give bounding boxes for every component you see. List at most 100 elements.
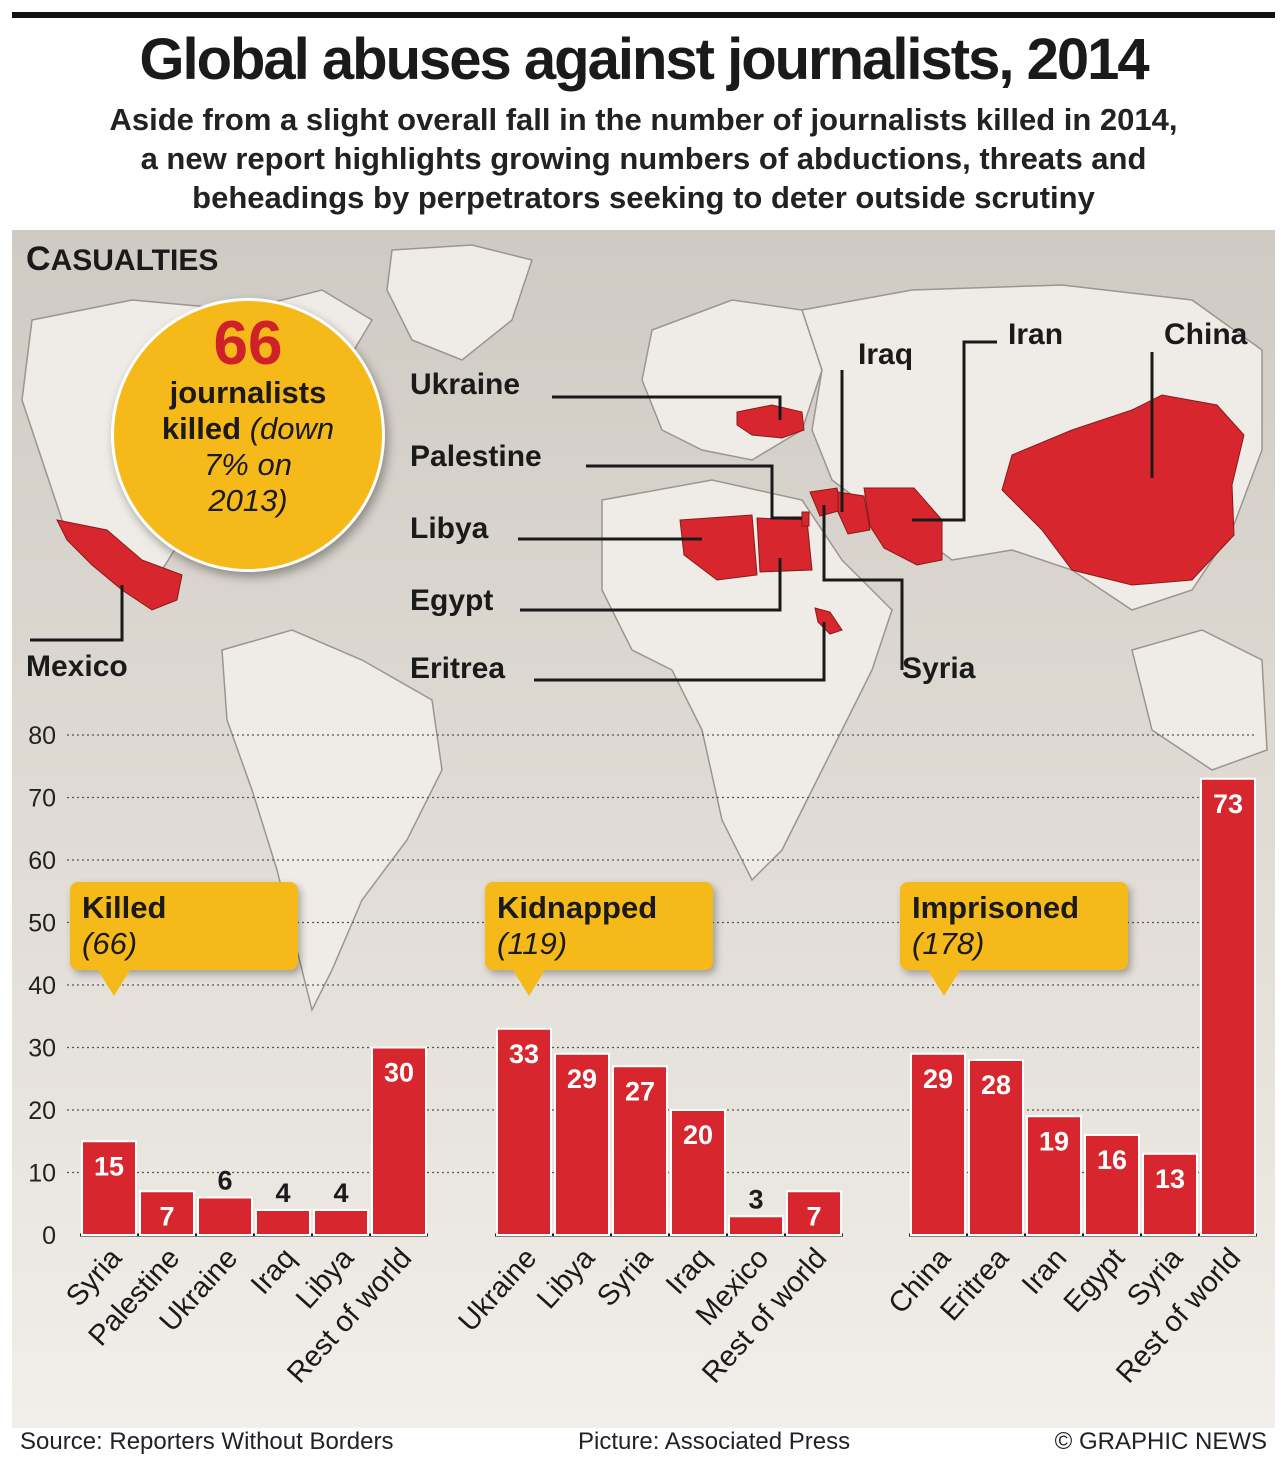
bar-killed-4 bbox=[255, 1209, 311, 1236]
section-label-initial: C bbox=[26, 240, 51, 278]
country-mexico bbox=[56, 519, 183, 611]
callout-killed: Killed (66) bbox=[70, 882, 298, 996]
y-tick-label-40: 40 bbox=[28, 972, 56, 1000]
land-south-america bbox=[221, 629, 443, 1013]
category-label-kidnapped-2: Libya bbox=[531, 1242, 602, 1316]
bar-imprisoned-3 bbox=[1026, 1115, 1082, 1236]
land-europe bbox=[641, 299, 823, 461]
y-tick-label-10: 10 bbox=[28, 1160, 56, 1188]
map-chart-panel: 0 10 20 30 40 50 60 70 80 15 7 6 4 4 30 33 29 27 20 3 7 29 28… bbox=[12, 230, 1275, 1428]
bar-kidnapped-2 bbox=[554, 1052, 610, 1236]
value-label-imprisoned-2: 28 bbox=[981, 1070, 1011, 1100]
leader-mexico bbox=[30, 585, 124, 642]
value-label-killed-2: 7 bbox=[159, 1201, 174, 1231]
value-label-imprisoned-6: 73 bbox=[1213, 789, 1243, 819]
bar-kidnapped-5 bbox=[728, 1215, 784, 1236]
value-label-kidnapped-6: 7 bbox=[806, 1201, 821, 1231]
y-tick-label-60: 60 bbox=[28, 847, 56, 875]
bar-kidnapped-4 bbox=[670, 1109, 726, 1236]
highlight-killed: killed bbox=[161, 411, 242, 446]
y-tick-label-70: 70 bbox=[28, 785, 56, 813]
leader-palestine bbox=[586, 464, 802, 520]
callout-imprisoned-title: Imprisoned bbox=[912, 890, 1080, 925]
y-tick-label-20: 20 bbox=[28, 1097, 56, 1125]
top-rule bbox=[12, 12, 1275, 18]
killed-highlight-circle: 66 journalists killed (down 7% on 2013) bbox=[111, 298, 385, 572]
callout-imprisoned-total: (178) bbox=[912, 926, 985, 961]
leader-egypt bbox=[520, 558, 782, 612]
leader-eritrea bbox=[534, 622, 826, 682]
value-label-kidnapped-3: 27 bbox=[625, 1076, 655, 1106]
country-iraq bbox=[837, 491, 871, 535]
leader-syria bbox=[822, 505, 904, 670]
country-china bbox=[1001, 394, 1245, 586]
y-tick-label-0: 0 bbox=[42, 1222, 56, 1250]
bar-imprisoned-6 bbox=[1200, 777, 1256, 1236]
value-label-kidnapped-5: 3 bbox=[748, 1184, 763, 1214]
bar-imprisoned-5 bbox=[1142, 1152, 1198, 1236]
y-axis-tick-labels: 0 10 20 30 40 50 60 70 80 bbox=[28, 722, 56, 1250]
bar-killed-6 bbox=[371, 1046, 427, 1236]
bars bbox=[80, 777, 1257, 1237]
subtitle-line-3: beheadings by perpetrators seeking to de… bbox=[192, 180, 1095, 215]
map-label-eritrea: Eritrea bbox=[410, 652, 506, 685]
bar-value-labels: 15 7 6 4 4 30 33 29 27 20 3 7 29 28 19 16 13 73 bbox=[94, 789, 1243, 1232]
value-label-kidnapped-2: 29 bbox=[567, 1064, 597, 1094]
highlight-line-3: 7% on bbox=[114, 447, 382, 483]
bar-killed-3 bbox=[197, 1196, 253, 1236]
value-label-kidnapped-1: 33 bbox=[509, 1039, 539, 1069]
value-label-kidnapped-4: 20 bbox=[683, 1120, 713, 1150]
section-label: CASUALTIES bbox=[26, 240, 218, 279]
picture-credit: Picture: Associated Press bbox=[578, 1428, 851, 1455]
land-greenland bbox=[386, 244, 533, 361]
y-tick-label-50: 50 bbox=[28, 910, 56, 938]
map-and-chart-svg: 0 10 20 30 40 50 60 70 80 15 7 6 4 4 30 33 29 27 20 3 7 29 28… bbox=[21, 244, 1268, 1390]
callout-kidnapped: Kidnapped (119) bbox=[485, 882, 713, 996]
subtitle-line-2: a new report highlights growing numbers … bbox=[140, 141, 1147, 176]
map-label-libya: Libya bbox=[410, 512, 489, 545]
highlight-number: 66 bbox=[213, 309, 283, 378]
country-libya bbox=[679, 514, 758, 581]
leader-ukraine bbox=[552, 395, 782, 420]
map-label-syria: Syria bbox=[902, 652, 976, 685]
value-label-killed-3: 6 bbox=[217, 1166, 232, 1196]
bar-kidnapped-3 bbox=[612, 1065, 668, 1236]
callout-kidnapped-total: (119) bbox=[497, 926, 568, 961]
country-palestine bbox=[801, 511, 810, 527]
bar-killed-2 bbox=[139, 1190, 195, 1236]
bar-kidnapped-6 bbox=[786, 1190, 842, 1236]
map-label-china: China bbox=[1164, 318, 1248, 351]
callout-kidnapped-title: Kidnapped bbox=[497, 890, 658, 925]
map-label-mexico: Mexico bbox=[26, 650, 128, 683]
value-label-killed-1: 15 bbox=[94, 1151, 124, 1181]
map-label-egypt: Egypt bbox=[410, 584, 494, 617]
bar-imprisoned-4 bbox=[1084, 1134, 1140, 1236]
callout-killed-title: Killed bbox=[82, 890, 167, 925]
callout-killed-total: (66) bbox=[82, 926, 138, 961]
category-label-imprisoned-4: Egypt bbox=[1058, 1242, 1131, 1319]
map-label-iraq: Iraq bbox=[858, 338, 914, 371]
highlight-line-2: killed (down bbox=[114, 411, 382, 447]
source-credit: Source: Reporters Without Borders bbox=[20, 1428, 394, 1455]
subtitle-line-1: Aside from a slight overall fall in the … bbox=[109, 102, 1178, 137]
y-tick-label-80: 80 bbox=[28, 722, 56, 750]
bar-killed-1 bbox=[81, 1140, 137, 1236]
highlight-down: (down bbox=[249, 411, 335, 446]
bar-killed-5 bbox=[313, 1209, 369, 1236]
bar-kidnapped-1 bbox=[496, 1027, 552, 1236]
highlight-percent: 7% on bbox=[204, 447, 292, 482]
country-eritrea bbox=[814, 607, 843, 635]
value-label-killed-6: 30 bbox=[384, 1058, 414, 1088]
bar-imprisoned-1 bbox=[910, 1052, 966, 1236]
map-label-iran: Iran bbox=[1008, 318, 1064, 351]
value-label-killed-5: 4 bbox=[333, 1178, 348, 1208]
callout-imprisoned: Imprisoned (178) bbox=[900, 882, 1128, 996]
map-label-ukraine: Ukraine bbox=[410, 368, 521, 401]
graphic-credit: © GRAPHIC NEWS bbox=[1054, 1428, 1267, 1455]
subtitle: Aside from a slight overall fall in the … bbox=[0, 100, 1287, 217]
value-label-imprisoned-3: 19 bbox=[1039, 1126, 1069, 1156]
value-label-imprisoned-5: 13 bbox=[1155, 1164, 1185, 1194]
category-label-kidnapped-1: Ukraine bbox=[453, 1242, 544, 1338]
bar-imprisoned-2 bbox=[968, 1059, 1024, 1236]
